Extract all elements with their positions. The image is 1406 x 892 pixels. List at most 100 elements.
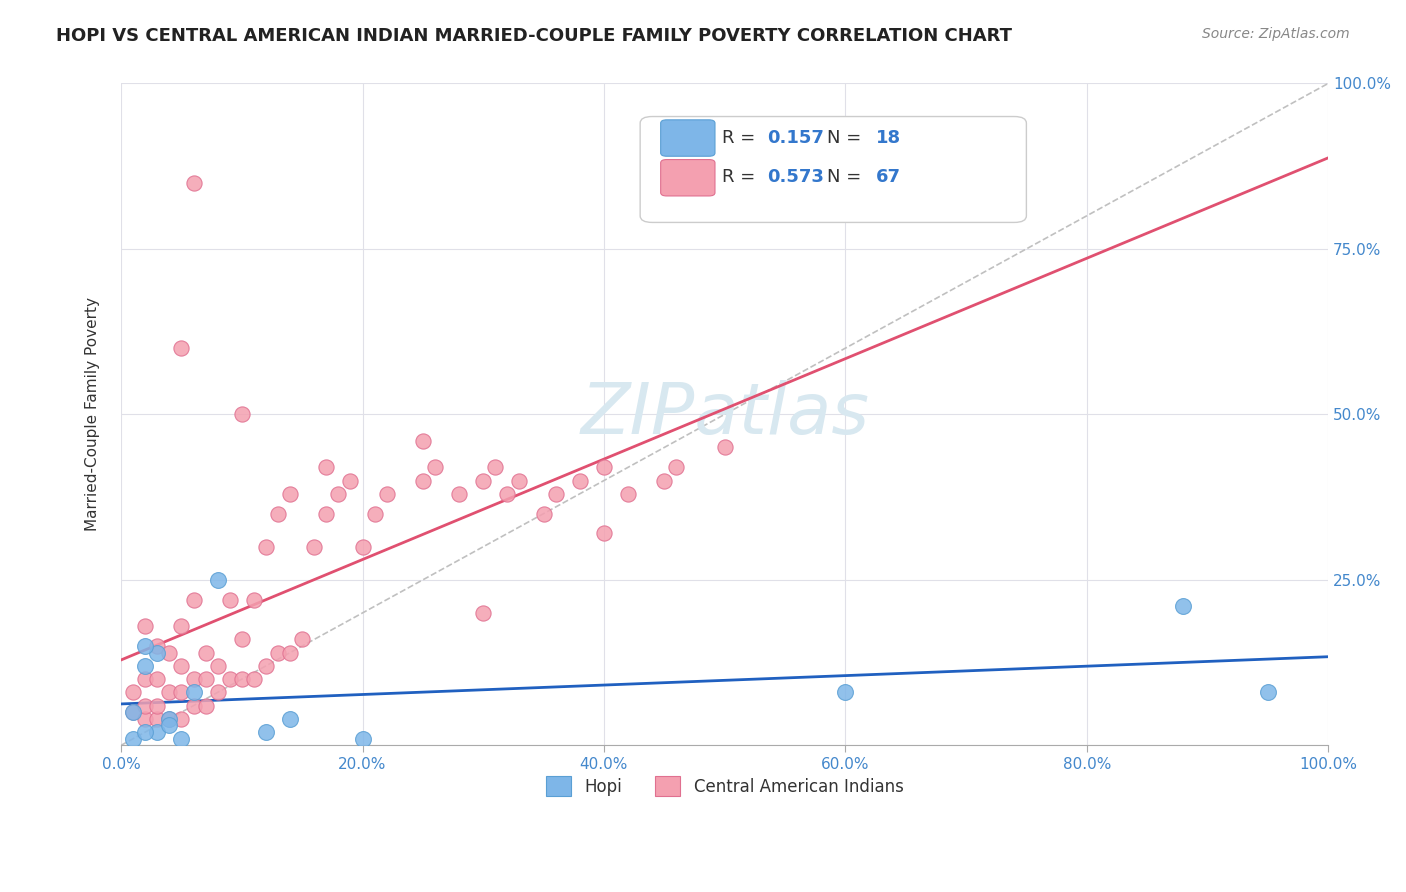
Point [304,540,326,554]
Point [146,725,169,739]
Point [328,487,350,501]
Point [134,619,156,633]
Point [423,460,446,475]
Point [170,731,193,746]
Point [652,474,675,488]
Point [231,408,253,422]
Point [1257,685,1279,699]
Point [496,487,519,501]
Point [146,646,169,660]
Point [834,685,856,699]
Point [157,712,180,726]
Point [315,507,337,521]
Text: N =: N = [827,169,868,186]
Point [231,632,253,647]
Point [665,460,688,475]
Point [194,672,217,686]
Point [122,685,145,699]
Text: N =: N = [827,128,868,146]
Point [375,487,398,501]
Point [157,646,180,660]
Point [231,672,253,686]
Point [713,441,735,455]
Point [183,672,205,686]
Point [157,685,180,699]
Point [544,487,567,501]
Point [352,731,374,746]
Point [278,487,301,501]
Point [170,619,193,633]
Point [352,540,374,554]
Point [146,639,169,653]
Point [183,592,205,607]
Point [207,573,229,587]
Point [278,712,301,726]
Point [183,685,205,699]
Point [267,507,290,521]
Legend: Hopi, Central American Indians: Hopi, Central American Indians [538,770,910,803]
Text: HOPI VS CENTRAL AMERICAN INDIAN MARRIED-COUPLE FAMILY POVERTY CORRELATION CHART: HOPI VS CENTRAL AMERICAN INDIAN MARRIED-… [56,27,1012,45]
Text: 0.157: 0.157 [766,128,824,146]
Point [315,460,337,475]
Point [291,632,314,647]
Point [157,718,180,732]
Point [254,540,277,554]
Text: Source: ZipAtlas.com: Source: ZipAtlas.com [1202,27,1350,41]
Point [170,685,193,699]
Point [508,474,530,488]
Point [484,460,506,475]
Text: 18: 18 [876,128,901,146]
Point [157,712,180,726]
Point [134,712,156,726]
Point [134,698,156,713]
Point [194,646,217,660]
Point [243,592,266,607]
Point [146,712,169,726]
Point [339,474,361,488]
Point [122,705,145,719]
Text: 0.573: 0.573 [766,169,824,186]
Point [243,672,266,686]
Point [472,474,495,488]
Point [593,526,616,541]
Point [207,658,229,673]
Point [363,507,385,521]
Point [207,685,229,699]
Point [170,341,193,355]
FancyBboxPatch shape [640,117,1026,222]
Point [122,731,145,746]
Text: R =: R = [723,128,761,146]
Point [449,487,471,501]
Point [134,672,156,686]
Point [617,487,640,501]
Point [183,698,205,713]
Text: 67: 67 [876,169,900,186]
Point [412,434,434,448]
FancyBboxPatch shape [661,120,716,156]
Point [278,646,301,660]
Point [134,639,156,653]
FancyBboxPatch shape [661,160,716,196]
Point [472,606,495,620]
Point [183,176,205,190]
Point [122,705,145,719]
Point [146,698,169,713]
Point [218,592,240,607]
Y-axis label: Married-Couple Family Poverty: Married-Couple Family Poverty [86,297,100,532]
Point [170,658,193,673]
Point [593,460,616,475]
Point [533,507,555,521]
Point [218,672,240,686]
Point [412,474,434,488]
Point [1173,599,1195,614]
Point [134,725,156,739]
Point [194,698,217,713]
Point [146,672,169,686]
Point [254,725,277,739]
Point [134,658,156,673]
Point [267,646,290,660]
Text: ZIPatlas: ZIPatlas [581,380,869,449]
Point [568,474,591,488]
Point [254,658,277,673]
Text: R =: R = [723,169,761,186]
